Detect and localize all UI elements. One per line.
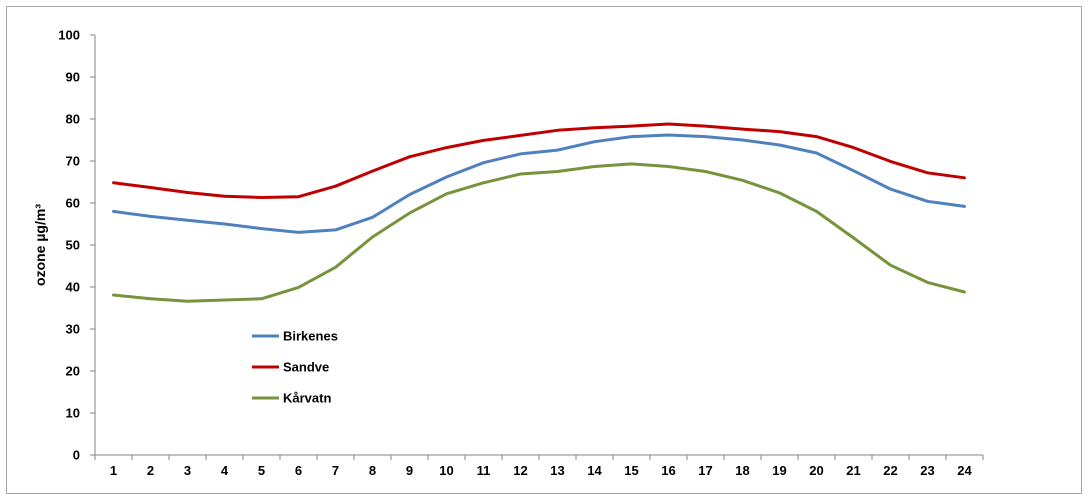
legend-label: Kårvatn — [283, 391, 331, 406]
x-tick-label: 15 — [624, 463, 638, 478]
legend-label: Sandve — [283, 360, 329, 375]
x-tick-label: 4 — [221, 463, 229, 478]
y-tick-label: 10 — [66, 406, 80, 421]
y-tick-label: 40 — [66, 280, 80, 295]
x-tick-label: 22 — [883, 463, 897, 478]
y-tick-label: 70 — [66, 154, 80, 169]
x-tick-label: 8 — [369, 463, 376, 478]
x-tick-label: 13 — [550, 463, 564, 478]
x-tick-label: 23 — [920, 463, 934, 478]
y-tick-label: 20 — [66, 364, 80, 379]
x-tick-label: 6 — [295, 463, 302, 478]
x-tick-label: 14 — [587, 463, 602, 478]
chart-frame — [6, 6, 1082, 494]
series-lines — [112, 122, 966, 303]
x-tick-label: 9 — [406, 463, 413, 478]
x-tick-label: 12 — [513, 463, 527, 478]
x-tick-label: 11 — [477, 463, 491, 478]
y-tick-label: 60 — [66, 196, 80, 211]
x-tick-label: 2 — [147, 463, 154, 478]
x-tick-label: 24 — [957, 463, 972, 478]
x-tick-label: 10 — [439, 463, 453, 478]
legend-label: Birkenes — [283, 329, 338, 344]
x-tick-label: 7 — [332, 463, 339, 478]
series-line-sandve — [112, 122, 966, 199]
x-tick-label: 3 — [184, 463, 191, 478]
legend: Birkenes Sandve Kårvatn — [252, 329, 338, 406]
x-tick-label: 16 — [661, 463, 675, 478]
y-tick-label: 0 — [73, 448, 80, 463]
x-tick-label: 20 — [809, 463, 823, 478]
y-tick-label: 90 — [66, 70, 80, 85]
y-axis-title: ozone µg/m³ — [32, 204, 48, 286]
series-line-kårvatn — [112, 162, 966, 303]
y-tick-label: 30 — [66, 322, 80, 337]
y-tick-label: 80 — [66, 112, 80, 127]
x-tick-label: 18 — [735, 463, 749, 478]
x-tick-label: 19 — [772, 463, 786, 478]
x-tick-label: 1 — [110, 463, 117, 478]
x-tick-label: 21 — [846, 463, 860, 478]
y-tick-label: 50 — [66, 238, 80, 253]
x-tick-label: 17 — [698, 463, 712, 478]
x-tick-label: 5 — [258, 463, 265, 478]
series-line-birkenes — [112, 133, 966, 234]
y-tick-label: 100 — [58, 28, 80, 43]
